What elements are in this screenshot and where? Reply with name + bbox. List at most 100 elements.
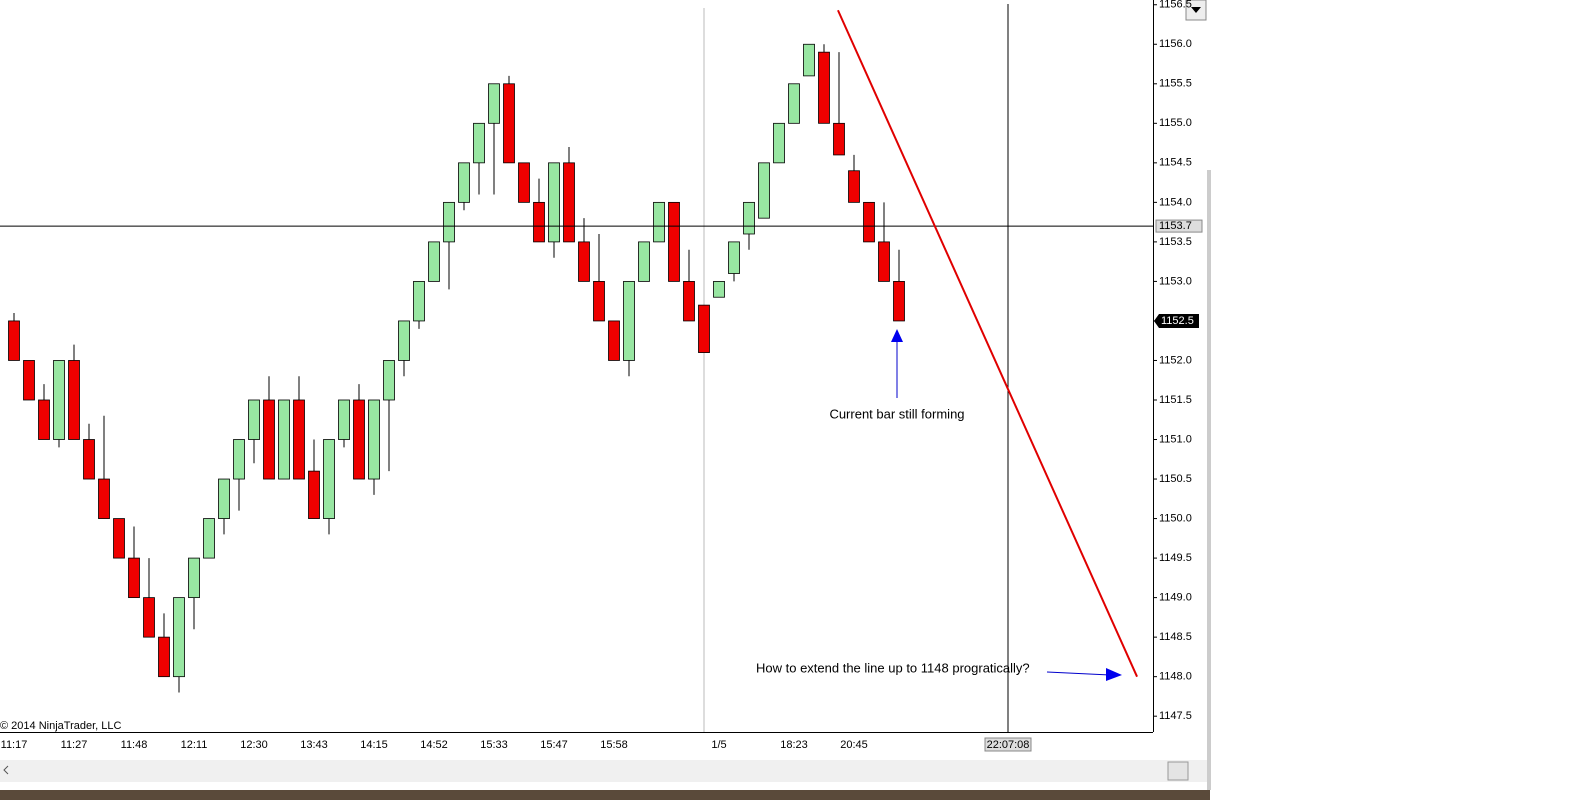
scroll-thumb[interactable] — [1167, 761, 1189, 781]
x-tick-label: 15:58 — [600, 739, 628, 751]
candle-body — [758, 162, 770, 219]
annotation: Current bar still forming — [829, 406, 964, 421]
candle-body — [668, 201, 680, 282]
y-tick-label: 1149.0 — [1159, 592, 1192, 604]
y-tick-label: 1154.5 — [1159, 157, 1192, 169]
y-tick-label: 1154.0 — [1159, 196, 1192, 208]
candle-body — [503, 83, 515, 164]
y-tick-label: 1156.0 — [1159, 38, 1192, 50]
copyright: © 2014 NinjaTrader, LLC — [0, 720, 121, 732]
candle-body — [293, 399, 305, 480]
arrow-head — [891, 329, 903, 342]
candle-body — [278, 399, 290, 480]
crosshair-price-box — [1155, 219, 1203, 233]
x-tick-label: 20:45 — [840, 739, 868, 751]
candle-body — [443, 201, 455, 243]
candle-body — [473, 122, 485, 164]
last-price-label: 1152.5 — [1161, 315, 1194, 327]
candle-body — [353, 399, 365, 480]
crosshair-price-label: 1153.7 — [1159, 220, 1192, 232]
candle-body — [548, 162, 560, 243]
candle-body — [878, 241, 890, 282]
candle-body — [893, 281, 905, 322]
x-tick-label: 14:52 — [420, 739, 448, 751]
candle-body — [773, 122, 785, 164]
candle-body — [368, 399, 380, 480]
x-tick-label: 13:43 — [300, 739, 328, 751]
y-tick-label: 1153.5 — [1159, 236, 1192, 248]
candle-body — [218, 478, 230, 519]
candle-body — [563, 162, 575, 243]
x-tick-label: 11:48 — [121, 739, 148, 751]
x-tick-label: 1/5 — [711, 739, 726, 751]
candle-body — [113, 518, 125, 559]
candle-body — [728, 241, 740, 274]
annotation-arrow — [1046, 671, 1111, 676]
y-tick-label: 1148.5 — [1159, 631, 1192, 643]
y-tick-label: 1151.0 — [1159, 433, 1192, 445]
window-border — [1207, 170, 1211, 790]
candle-body — [383, 360, 395, 401]
candle-body — [488, 83, 500, 124]
y-tick-label: 1150.5 — [1159, 473, 1192, 485]
candle-body — [743, 201, 755, 235]
candle-body — [638, 241, 650, 282]
x-tick-label: 12:11 — [181, 739, 208, 751]
candle-body — [143, 597, 155, 638]
candle-body — [128, 557, 140, 599]
y-tick-label: 1156.5 — [1159, 0, 1192, 11]
x-tick-label: 14:15 — [360, 739, 388, 751]
x-tick-label: 11:27 — [61, 739, 88, 751]
last-price-box — [1154, 313, 1199, 328]
candle-body — [458, 162, 470, 203]
candle-body — [173, 597, 185, 678]
candle-body — [593, 281, 605, 322]
dropdown-icon — [1191, 7, 1201, 13]
candle-body — [323, 439, 335, 519]
candle-body — [413, 281, 425, 322]
x-tick-label: 18:23 — [780, 739, 808, 751]
crosshair-time-box — [984, 737, 1032, 752]
candle-body — [833, 122, 845, 156]
candle-body — [308, 470, 320, 519]
candle-body — [803, 43, 815, 77]
candle-body — [683, 281, 695, 322]
window-edge — [0, 790, 1210, 800]
candle-body — [263, 399, 275, 480]
candle-body — [578, 241, 590, 282]
y-tick-label: 1152.0 — [1159, 354, 1192, 366]
crosshair-time-label: 22:07:08 — [987, 739, 1030, 751]
candle-body — [98, 478, 110, 519]
candle-body — [83, 439, 95, 480]
x-tick-label: 15:47 — [540, 739, 568, 751]
candle-body — [518, 162, 530, 203]
candle-body — [158, 636, 170, 678]
x-tick-label: 12:30 — [240, 739, 268, 751]
candle-body — [248, 399, 260, 440]
trend-line — [837, 9, 1138, 678]
y-tick-label: 1155.0 — [1159, 117, 1192, 129]
y-tick-label: 1155.5 — [1159, 78, 1192, 90]
candle-body — [713, 281, 725, 298]
candle-body — [653, 201, 665, 243]
y-tick-label: 1153.0 — [1159, 275, 1192, 287]
candle-body — [23, 360, 35, 401]
candle-body — [698, 304, 710, 353]
candle-body — [863, 201, 875, 243]
scroll-left[interactable] — [3, 765, 9, 775]
candle-body — [53, 360, 65, 440]
candle-body — [533, 201, 545, 243]
x-tick-label: 15:33 — [480, 739, 508, 751]
candle-body — [818, 51, 830, 124]
x-tick-label: 11:17 — [1, 739, 28, 751]
candle-body — [788, 83, 800, 124]
candle-body — [233, 439, 245, 480]
arrow-head — [1106, 668, 1122, 681]
candle-body — [38, 399, 50, 440]
candle-body — [398, 320, 410, 361]
candle-body — [623, 281, 635, 361]
y-tick-label: 1147.5 — [1159, 710, 1192, 722]
scrollbar[interactable] — [0, 760, 1210, 782]
candle-body — [608, 320, 620, 361]
